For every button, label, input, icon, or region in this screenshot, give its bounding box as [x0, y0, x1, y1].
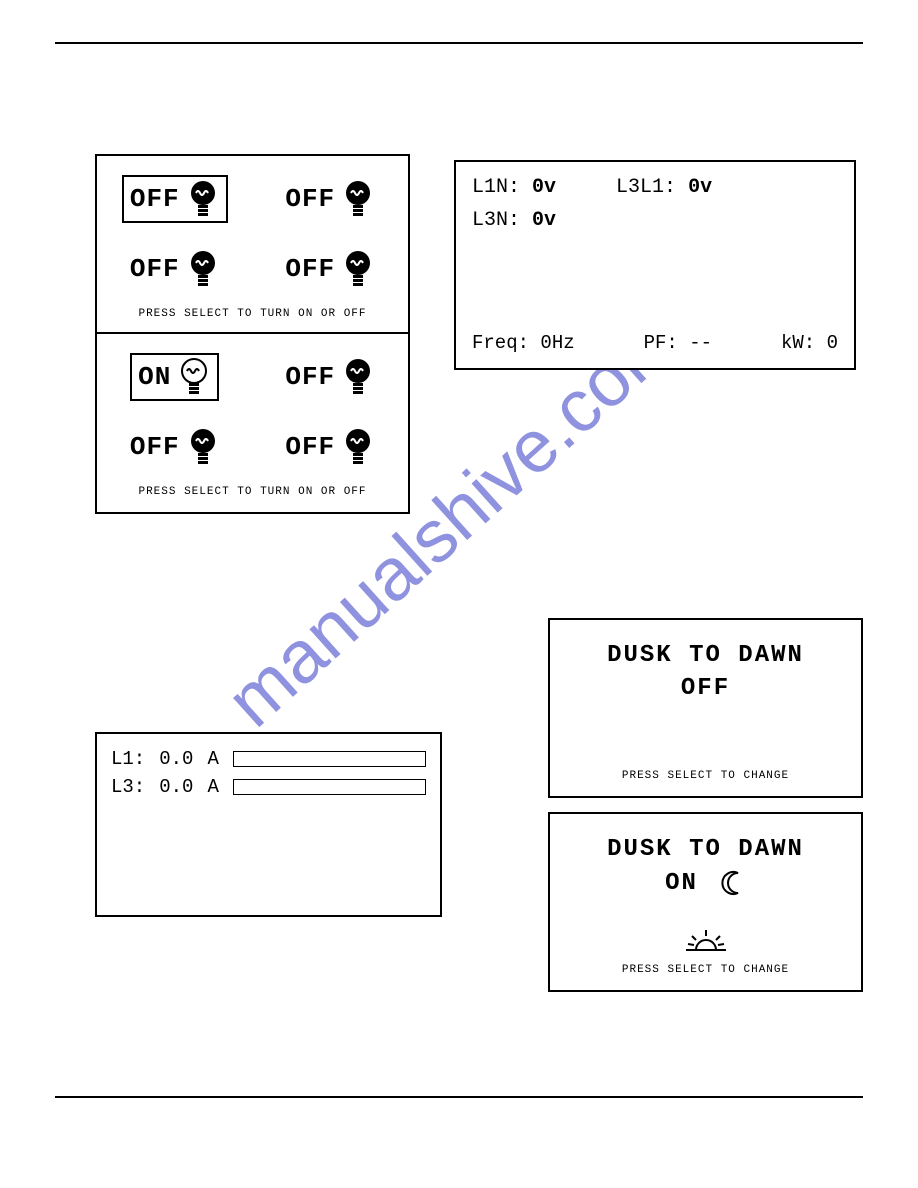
bulb-off-icon — [186, 249, 220, 289]
bulb-off-icon — [341, 427, 375, 467]
l3-bargraph — [233, 779, 426, 795]
voltage-panel: L1N: 0v L3L1: 0v L3N: 0v Freq: 0Hz PF: -… — [454, 160, 856, 370]
l3-label: L3: — [111, 776, 145, 798]
light-label: OFF — [130, 254, 180, 284]
lights-footer-text: PRESS SELECT TO TURN ON OR OFF — [97, 308, 408, 320]
pf-value: -- — [689, 332, 712, 354]
bulb-off-icon — [186, 179, 220, 219]
freq-value: 0Hz — [540, 332, 574, 354]
dtd-title: DUSK TO DAWN — [550, 642, 861, 669]
volts-row-1: L1N: 0v L3L1: 0v — [472, 176, 838, 199]
lights-grid: ON OFF OFF OFF — [97, 334, 408, 482]
dtd-state[interactable]: OFF — [681, 675, 730, 702]
light-cell-2[interactable]: OFF — [253, 164, 409, 234]
kw-label: kW: — [781, 332, 815, 354]
l1n-label: L1N: — [472, 176, 520, 199]
bulb-off-icon — [341, 249, 375, 289]
dtd-state-text: OFF — [681, 675, 730, 702]
l1-label: L1: — [111, 748, 145, 770]
light-label: OFF — [130, 184, 180, 214]
light-label: OFF — [285, 254, 335, 284]
amp-row-l1: L1: 0.0 A — [111, 748, 426, 770]
light-label: OFF — [130, 432, 180, 462]
dusk-to-dawn-on-panel: DUSK TO DAWN ON PRESS SELECT TO CHANGE — [548, 812, 863, 992]
page-bottom-rule — [55, 1096, 863, 1098]
dtd-state[interactable]: ON — [665, 869, 746, 897]
dtd-state-text: ON — [665, 870, 698, 897]
kw-value: 0 — [827, 332, 838, 354]
light-label: OFF — [285, 362, 335, 392]
l3-unit: A — [207, 776, 218, 798]
lights-panel-on: ON OFF OFF OFF PRESS SELECT TO TURN ON O… — [95, 334, 410, 514]
l1-bargraph — [233, 751, 426, 767]
lights-panel-off: OFF OFF OFF OFF PRESS SELECT TO TURN ON … — [95, 154, 410, 334]
light-label: OFF — [285, 184, 335, 214]
volts-row-2: L3N: 0v — [472, 209, 838, 232]
freq-label: Freq: — [472, 332, 529, 354]
lights-footer-text: PRESS SELECT TO TURN ON OR OFF — [97, 486, 408, 498]
bulb-off-icon — [341, 179, 375, 219]
sunrise-icon — [686, 930, 726, 954]
light-cell-2[interactable]: OFF — [253, 342, 409, 412]
l3l1-value: 0v — [688, 176, 712, 199]
l3n-label: L3N: — [472, 209, 520, 232]
light-label: OFF — [285, 432, 335, 462]
lights-grid: OFF OFF OFF OFF — [97, 156, 408, 304]
l1n-value: 0v — [532, 176, 556, 199]
l3n-value: 0v — [532, 209, 556, 232]
dtd-footer: PRESS SELECT TO CHANGE — [550, 770, 861, 782]
moon-icon — [718, 869, 746, 897]
volts-bottom-row: Freq: 0Hz PF: -- kW: 0 — [472, 332, 838, 354]
bulb-off-icon — [341, 357, 375, 397]
bulb-on-icon — [177, 357, 211, 397]
l1-unit: A — [207, 748, 218, 770]
dusk-to-dawn-off-panel: DUSK TO DAWN OFF PRESS SELECT TO CHANGE — [548, 618, 863, 798]
light-cell-4[interactable]: OFF — [253, 412, 409, 482]
light-cell-3[interactable]: OFF — [97, 234, 253, 304]
light-cell-1[interactable]: ON — [97, 342, 253, 412]
l1-value: 0.0 — [159, 748, 193, 770]
dtd-title: DUSK TO DAWN — [550, 836, 861, 863]
pf-label: PF: — [644, 332, 678, 354]
light-label: ON — [138, 362, 171, 392]
amp-row-l3: L3: 0.0 A — [111, 776, 426, 798]
page-top-rule — [55, 42, 863, 44]
current-panel: L1: 0.0 A L3: 0.0 A — [95, 732, 442, 917]
light-cell-4[interactable]: OFF — [253, 234, 409, 304]
l3-value: 0.0 — [159, 776, 193, 798]
l3l1-label: L3L1: — [616, 176, 676, 199]
light-cell-1[interactable]: OFF — [97, 164, 253, 234]
light-cell-3[interactable]: OFF — [97, 412, 253, 482]
dtd-footer: PRESS SELECT TO CHANGE — [550, 964, 861, 976]
bulb-off-icon — [186, 427, 220, 467]
